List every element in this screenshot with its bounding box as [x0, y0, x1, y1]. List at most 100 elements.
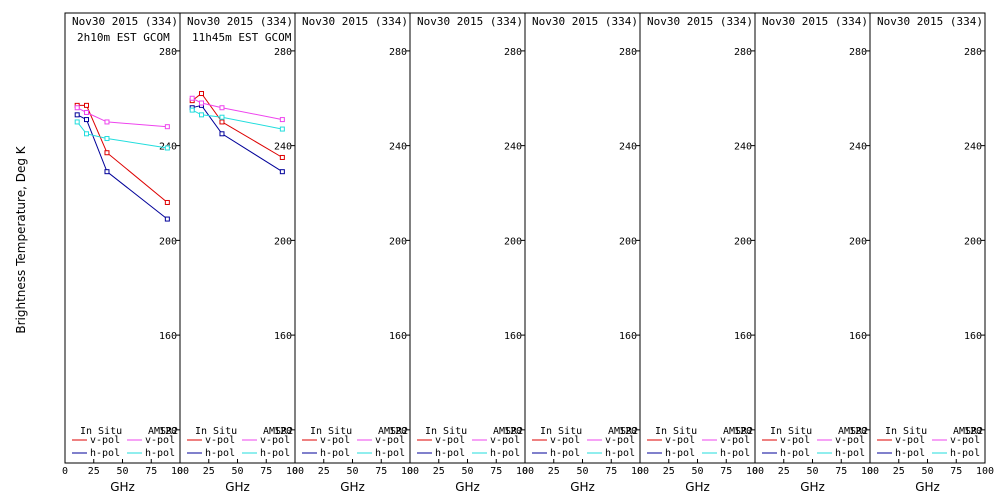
data-point-insitu_v [104, 150, 110, 156]
y-axis-label: Brightness Temperature, Deg K [14, 145, 28, 333]
panel-title: Nov30 2015 (334) [72, 15, 178, 28]
y-tick-label: 280 [734, 47, 752, 58]
data-point-amsr2_h [84, 131, 90, 137]
legend-label-hpol: h-pol [375, 448, 405, 459]
x-tick-label: 25 [548, 466, 560, 477]
x-axis-label: GHz [685, 480, 710, 494]
panel-title: Nov30 2015 (334) [532, 15, 638, 28]
data-point-amsr2_h [219, 114, 225, 120]
x-tick-label: 25 [88, 466, 100, 477]
legend-label-hpol: h-pol [835, 448, 865, 459]
data-point-insitu_v [199, 91, 205, 97]
y-tick-label: 120 [389, 426, 407, 437]
legend-label-hpol: h-pol [950, 448, 980, 459]
legend-label-vpol: v-pol [665, 435, 695, 446]
y-tick-label: 200 [734, 236, 752, 247]
x-tick-label: 75 [375, 466, 387, 477]
data-point-insitu_h [104, 169, 110, 175]
legend-amsr2-header: AMSR2 [723, 426, 753, 437]
y-tick-label: 280 [274, 47, 292, 58]
legend-label-vpol: v-pol [205, 435, 235, 446]
y-tick-label: 160 [504, 331, 522, 342]
y-tick-label: 200 [389, 236, 407, 247]
data-point-insitu_v [84, 102, 90, 108]
data-point-insitu_h [164, 216, 170, 222]
y-tick-label: 200 [849, 236, 867, 247]
legend-label-hpol: h-pol [435, 448, 465, 459]
data-point-insitu_v [219, 119, 225, 125]
legend-amsr2-header: AMSR2 [378, 426, 408, 437]
y-tick-label: 280 [619, 47, 637, 58]
legend-label-vpol: v-pol [320, 435, 350, 446]
x-tick-label: 75 [605, 466, 617, 477]
x-tick-label: 25 [778, 466, 790, 477]
legend-in-situ-header: In Situ [885, 426, 927, 437]
data-point-amsr2_v [189, 95, 195, 101]
x-tick-label: 25 [663, 466, 675, 477]
y-tick-label: 240 [504, 142, 522, 153]
legend-label-vpol: v-pol [605, 435, 635, 446]
legend-label-vpol: v-pol [950, 435, 980, 446]
data-point-amsr2_h [199, 112, 205, 118]
panel-subtitle: 2h10m EST GCOM [77, 31, 170, 44]
legend-in-situ-header: In Situ [655, 426, 697, 437]
series-line-insitu_h [76, 114, 168, 220]
x-tick-label: 50 [231, 466, 243, 477]
y-tick-label: 160 [619, 331, 637, 342]
x-tick-label: 0 [752, 466, 758, 477]
legend-label-vpol: v-pol [435, 435, 465, 446]
y-tick-label: 160 [964, 331, 982, 342]
panel-subtitle: 11h45m EST GCOM [192, 31, 292, 44]
legend-label-hpol: h-pol [780, 448, 810, 459]
legend-in-situ-header: In Situ [80, 426, 122, 437]
data-point-amsr2_h [74, 119, 80, 125]
data-point-insitu_h [84, 117, 90, 123]
x-tick-label: 75 [835, 466, 847, 477]
legend-label-hpol: h-pol [205, 448, 235, 459]
legend-in-situ-header: In Situ [770, 426, 812, 437]
data-point-amsr2_v [164, 124, 170, 130]
data-point-insitu_h [219, 131, 225, 137]
y-tick-label: 240 [274, 142, 292, 153]
legend-label-vpol: v-pol [145, 435, 175, 446]
y-tick-label: 200 [504, 236, 522, 247]
x-tick-label: 75 [490, 466, 502, 477]
x-tick-label: 100 [976, 466, 994, 477]
x-tick-label: 100 [286, 466, 304, 477]
y-tick-label: 160 [389, 331, 407, 342]
x-tick-label: 0 [637, 466, 643, 477]
legend-in-situ-header: In Situ [540, 426, 582, 437]
legend-label-vpol: v-pol [490, 435, 520, 446]
panel-title: Nov30 2015 (334) [762, 15, 868, 28]
y-tick-label: 160 [734, 331, 752, 342]
legend-label-vpol: v-pol [835, 435, 865, 446]
data-point-insitu_h [279, 169, 285, 175]
x-tick-label: 75 [950, 466, 962, 477]
data-point-insitu_v [164, 199, 170, 205]
x-tick-label: 0 [522, 466, 528, 477]
y-tick-label: 240 [849, 142, 867, 153]
series-line-amsr2_h [191, 109, 283, 130]
legend-amsr2-header: AMSR2 [148, 426, 178, 437]
data-point-amsr2_v [104, 119, 110, 125]
x-axis-label: GHz [455, 480, 480, 494]
x-tick-label: 100 [516, 466, 534, 477]
data-point-amsr2_v [84, 109, 90, 115]
y-tick-label: 240 [964, 142, 982, 153]
x-tick-label: 0 [867, 466, 873, 477]
y-tick-label: 280 [159, 47, 177, 58]
legend-label-vpol: v-pol [720, 435, 750, 446]
x-tick-label: 50 [806, 466, 818, 477]
data-point-amsr2_v [279, 117, 285, 123]
legend-label-hpol: h-pol [665, 448, 695, 459]
legend-amsr2-header: AMSR2 [953, 426, 983, 437]
data-point-insitu_h [74, 112, 80, 118]
x-tick-label: 100 [171, 466, 189, 477]
series-line-amsr2_v [76, 107, 168, 128]
legend-in-situ-header: In Situ [195, 426, 237, 437]
legend-in-situ-header: In Situ [425, 426, 467, 437]
legend-amsr2-header: AMSR2 [608, 426, 638, 437]
x-tick-label: 25 [318, 466, 330, 477]
legend-amsr2-header: AMSR2 [493, 426, 523, 437]
y-tick-label: 120 [734, 426, 752, 437]
